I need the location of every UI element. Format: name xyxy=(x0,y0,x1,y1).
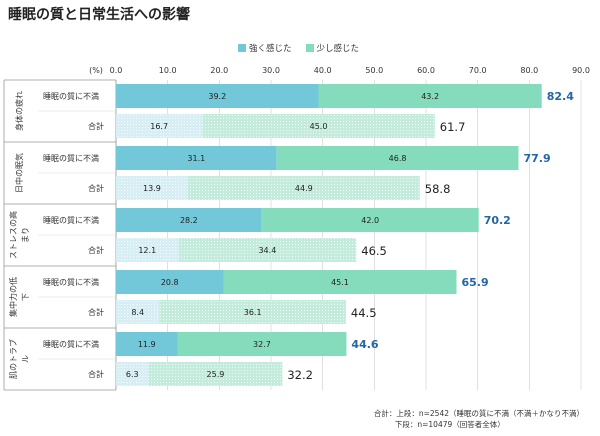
total-value: 58.8 xyxy=(425,182,451,196)
bar-strong xyxy=(116,176,188,200)
group-label: ル xyxy=(21,355,30,363)
group-label: 身体の疲れ xyxy=(14,91,24,131)
bar-strong-value: 31.1 xyxy=(187,154,205,163)
row-label: 睡眠の質に不満 xyxy=(43,339,99,349)
legend-swatch-slight xyxy=(305,44,314,52)
bar-strong xyxy=(116,84,319,108)
total-value: 65.9 xyxy=(461,276,488,289)
x-tick-label: 70.0 xyxy=(469,66,487,75)
bar-strong xyxy=(116,362,149,386)
row-label: 睡眠の質に不満 xyxy=(43,91,99,101)
chart-title: 睡眠の質と日常生活への影響 xyxy=(8,7,190,23)
group-label: 下 xyxy=(21,293,30,301)
bar-strong-value: 11.9 xyxy=(138,340,156,349)
row-label: 合計 xyxy=(88,121,104,131)
bar-slight-value: 45.1 xyxy=(331,278,349,287)
bar-strong-value: 20.8 xyxy=(161,278,179,287)
row-label: 合計 xyxy=(88,245,104,255)
total-value: 82.4 xyxy=(547,90,574,103)
group-label: ストレスの高 xyxy=(8,211,18,259)
row-label: 睡眠の質に不満 xyxy=(43,215,99,225)
x-tick-label: 0.0 xyxy=(110,66,123,75)
bar-strong-value: 13.9 xyxy=(143,184,161,193)
bar-slight-value: 44.9 xyxy=(295,184,313,193)
legend: 強く感じた 少し感じた xyxy=(238,42,359,54)
bar-slight-value: 25.9 xyxy=(207,370,225,379)
bar-strong-value: 6.3 xyxy=(126,370,139,379)
bar-slight xyxy=(276,146,519,170)
legend-swatch-strong xyxy=(238,44,246,52)
bar-slight xyxy=(202,114,435,138)
bar-slight xyxy=(261,208,479,232)
row-label: 合計 xyxy=(88,307,104,317)
row-label: 合計 xyxy=(88,369,104,379)
total-value: 61.7 xyxy=(440,120,466,134)
x-tick-label: 90.0 xyxy=(572,66,590,75)
sample-size-note: 合計：上段：n=2542（睡眠の質に不満（不満＋かなり不満） 下段：n=1047… xyxy=(374,408,584,430)
axis-unit-label: (%) xyxy=(89,66,103,75)
bar-slight-value: 45.0 xyxy=(310,122,328,131)
group-label: 日中の眠気 xyxy=(14,153,24,193)
group-label: 集中力の低 xyxy=(8,277,18,317)
x-tick-label: 40.0 xyxy=(314,66,332,75)
x-tick-label: 20.0 xyxy=(210,66,228,75)
group-label: 肌のトラブ xyxy=(8,339,18,379)
bar-strong-value: 12.1 xyxy=(138,246,156,255)
x-tick-label: 10.0 xyxy=(159,66,177,75)
bar-strong xyxy=(116,146,277,170)
bar-strong-value: 8.4 xyxy=(131,308,144,317)
bar-strong xyxy=(116,114,203,138)
x-tick-label: 50.0 xyxy=(365,66,383,75)
row-label: 睡眠の質に不満 xyxy=(43,277,99,287)
x-tick-label: 30.0 xyxy=(262,66,280,75)
bar-slight-value: 36.1 xyxy=(244,308,262,317)
total-value: 32.2 xyxy=(287,368,313,382)
total-value: 46.5 xyxy=(361,244,387,258)
legend-item-slight: 少し感じた xyxy=(305,42,360,54)
bar-slight-value: 34.4 xyxy=(258,246,276,255)
bar-strong-value: 39.2 xyxy=(208,92,226,101)
bar-slight-value: 42.0 xyxy=(361,216,379,225)
total-value: 44.5 xyxy=(351,306,377,320)
x-tick-label: 60.0 xyxy=(417,66,435,75)
bar-slight xyxy=(223,270,457,294)
row-label: 睡眠の質に不満 xyxy=(43,153,99,163)
bar-slight-value: 46.8 xyxy=(389,154,407,163)
bar-slight-value: 32.7 xyxy=(253,340,271,349)
row-label: 合計 xyxy=(88,183,104,193)
bar-strong xyxy=(116,238,179,262)
note-line-1: 合計：上段：n=2542（睡眠の質に不満（不満＋かなり不満） xyxy=(373,409,584,418)
bar-strong xyxy=(116,270,224,294)
legend-item-strong: 強く感じた xyxy=(238,42,292,54)
bar-slight xyxy=(178,238,357,262)
bar-slight xyxy=(159,300,346,324)
total-value: 77.9 xyxy=(523,152,550,165)
x-tick-label: 80.0 xyxy=(520,66,538,75)
total-value: 70.2 xyxy=(484,214,511,227)
legend-label-strong: 強く感じた xyxy=(249,44,292,54)
group-label: まり xyxy=(21,227,30,243)
bar-strong-value: 16.7 xyxy=(150,122,168,131)
bar-slight xyxy=(187,176,420,200)
bar-strong xyxy=(116,332,178,356)
bar-slight xyxy=(177,332,347,356)
bar-slight-value: 43.2 xyxy=(421,92,439,101)
note-line-2: 下段：n=10479（回答者全体） xyxy=(394,420,505,429)
bar-slight xyxy=(148,362,283,386)
bar-strong xyxy=(116,300,160,324)
bar-strong-value: 28.2 xyxy=(180,216,198,225)
legend-label-slight: 少し感じた xyxy=(316,44,360,54)
bar-slight xyxy=(318,84,542,108)
total-value: 44.6 xyxy=(351,338,378,351)
bar-strong xyxy=(116,208,262,232)
